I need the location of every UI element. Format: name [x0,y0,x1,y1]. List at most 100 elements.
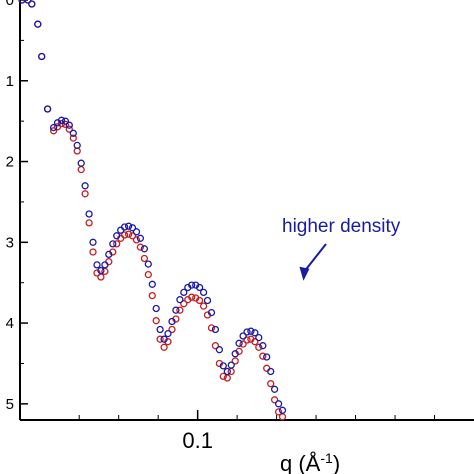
data-point [239,340,247,348]
data-point [113,232,121,240]
data-point [203,296,212,305]
data-point [168,325,176,334]
data-point [180,288,188,297]
data-point [168,317,176,326]
data-point [128,232,137,240]
data-point [61,117,70,125]
series-0 [18,0,287,414]
data-point [219,372,227,381]
data-point [278,413,287,421]
x-axis-title-sup: -1 [320,450,333,466]
data-point [223,367,231,376]
data-point [215,346,224,354]
series-1 [18,0,287,421]
data-point [148,291,156,300]
data-point [65,125,73,133]
y-tick-label: 1 [6,73,14,90]
x-axis-title-main: q (Å [280,451,321,474]
data-point [160,343,168,351]
data-point [49,127,58,135]
data-point [65,121,73,129]
data-point [77,159,85,167]
data-point [89,238,97,246]
data-point [136,234,145,242]
data-point [57,116,66,124]
data-point [49,123,58,132]
data-point [136,243,145,251]
data-point [235,339,243,347]
annotation-arrowhead [299,266,310,281]
data-point [180,300,188,308]
data-point [124,222,133,230]
data-point [81,182,89,190]
data-point [89,248,97,256]
data-point [18,0,26,4]
data-point [43,105,52,113]
data-point [144,270,152,279]
data-point [105,250,113,259]
annotation-arrow [305,243,327,270]
data-point [152,304,160,313]
data-point [176,306,184,314]
data-point [188,281,196,289]
data-point [255,343,263,351]
data-point [85,219,93,227]
data-point [164,329,172,338]
data-point [259,352,267,360]
plot-frame [19,0,474,421]
data-point [156,335,164,343]
x-tick-label: 0.1 [182,428,213,453]
data-point [274,400,283,408]
series-layer [18,0,287,421]
data-point [77,165,85,174]
data-point [199,288,208,297]
data-point [239,332,247,340]
data-point [243,336,251,344]
data-point [132,228,141,236]
data-point [117,226,125,234]
data-point [263,364,271,372]
annotation-text: higher density [282,216,401,237]
data-point [267,367,275,376]
y-tick-label: 4 [6,315,14,332]
data-point [105,258,113,266]
data-point [219,362,227,370]
y-tick-label: 3 [6,234,14,251]
data-point [124,230,133,238]
x-axis-ticks: 0.1 [78,410,436,453]
data-point [85,210,93,218]
data-point [120,223,129,231]
data-point [69,134,77,142]
data-point [144,260,152,268]
x-axis-title-close: ) [333,451,340,474]
data-point [97,266,105,275]
data-point [132,236,141,244]
data-point [267,380,275,388]
data-point [207,308,216,317]
data-point [69,129,77,137]
y-tick-label: 0 [6,0,14,9]
data-point [270,385,279,393]
data-point [61,120,70,129]
data-point [148,280,156,288]
data-point [109,240,117,248]
data-point [278,406,287,414]
data-point [231,357,239,365]
data-point [38,52,46,61]
y-tick-label: 5 [6,396,14,413]
data-point [207,324,216,332]
data-point [247,327,255,335]
data-point [140,245,149,253]
data-point [128,224,137,232]
data-point [24,0,32,4]
data-point [28,0,36,8]
data-point [195,283,204,292]
data-point [270,396,279,404]
data-point [93,261,101,269]
data-point [176,296,184,304]
data-point [101,261,109,269]
data-point [211,325,220,334]
data-point [81,190,89,198]
data-point [231,350,239,358]
